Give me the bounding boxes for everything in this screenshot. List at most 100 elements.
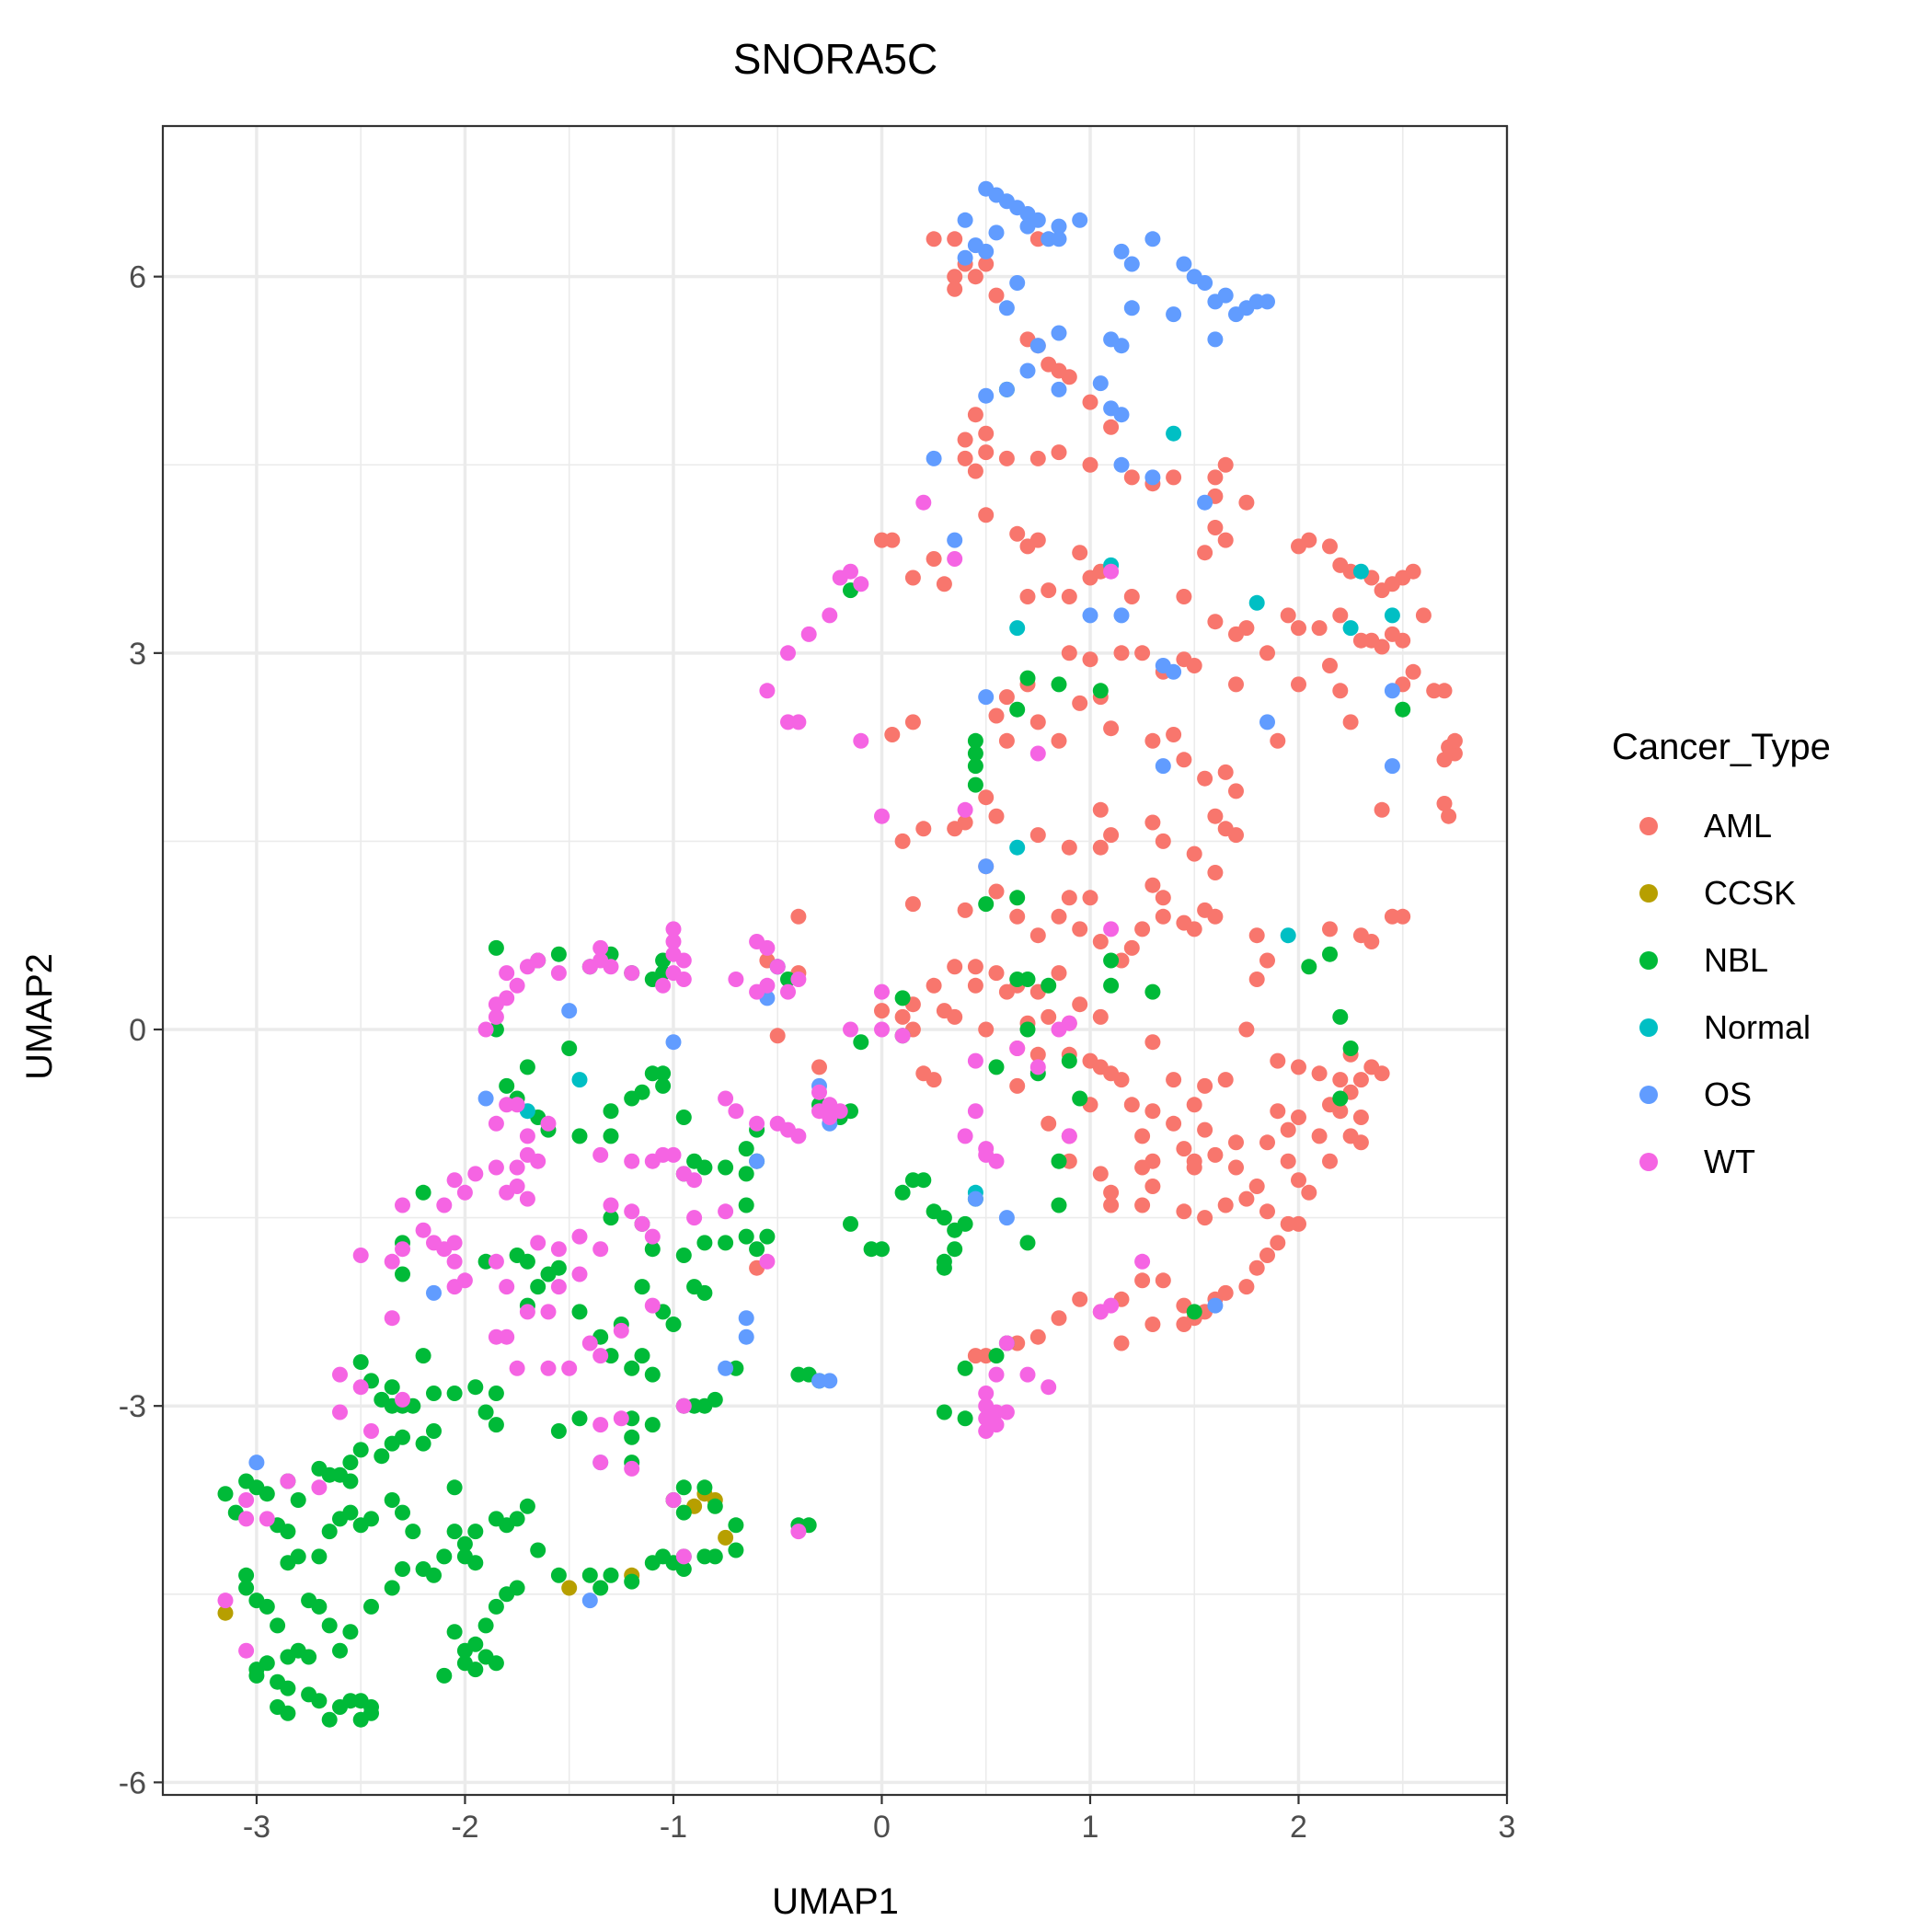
data-point (1352, 927, 1369, 944)
data-point (1384, 758, 1400, 775)
data-point (894, 1008, 911, 1025)
data-point (936, 1210, 952, 1226)
data-point (519, 959, 535, 975)
data-point (1332, 1090, 1349, 1107)
data-point (1134, 1272, 1151, 1289)
data-point (1144, 814, 1161, 831)
data-point (571, 1304, 588, 1320)
y-tick-label: 0 (129, 1013, 146, 1048)
data-point (686, 1172, 703, 1189)
data-point (957, 801, 973, 818)
data-point (1123, 256, 1140, 272)
data-point (332, 1404, 348, 1420)
data-point (634, 1215, 650, 1232)
data-point (1144, 469, 1161, 486)
data-point (613, 1322, 629, 1339)
data-point (718, 1235, 734, 1251)
data-point (592, 1348, 609, 1364)
data-point (1029, 714, 1046, 730)
data-point (1270, 732, 1286, 749)
data-point (1259, 1203, 1275, 1220)
data-point (644, 1228, 661, 1245)
data-point (790, 972, 807, 987)
data-point (1009, 908, 1026, 925)
data-point (1374, 1065, 1390, 1082)
data-point (488, 1253, 504, 1270)
data-point (675, 1479, 692, 1496)
data-point (624, 1203, 640, 1220)
data-point (1228, 1134, 1244, 1151)
data-point (1061, 1052, 1077, 1069)
data-point (1197, 275, 1213, 291)
data-point (780, 645, 796, 661)
data-point (571, 1128, 588, 1144)
data-point (571, 1072, 588, 1088)
legend-title: Cancer_Type (1612, 727, 1831, 767)
data-point (446, 1524, 463, 1540)
data-point (1051, 1153, 1067, 1169)
legend: Cancer_Type AML CCSK NBL Normal OS WT (1612, 727, 1831, 1180)
data-point (1217, 1197, 1234, 1213)
data-point (1134, 1253, 1151, 1270)
data-point (665, 965, 682, 982)
data-point (1291, 1215, 1306, 1232)
data-point (1332, 1008, 1349, 1025)
data-point (707, 1498, 723, 1514)
data-point (1092, 839, 1109, 856)
data-point (467, 1166, 484, 1182)
data-point (1217, 764, 1234, 780)
data-point (1061, 839, 1077, 856)
data-point (217, 1604, 234, 1621)
data-point (947, 231, 963, 247)
data-point (1103, 720, 1120, 737)
data-point (1384, 626, 1400, 642)
data-point (904, 569, 921, 586)
data-point (1041, 1008, 1057, 1025)
data-point (280, 1680, 296, 1696)
data-point (718, 1203, 734, 1220)
data-point (1238, 1021, 1255, 1038)
data-point (790, 1128, 807, 1144)
data-point (832, 569, 848, 586)
data-point (665, 946, 682, 962)
data-point (395, 1241, 410, 1258)
data-point (395, 1504, 410, 1521)
x-tick-label: -2 (451, 1810, 478, 1845)
data-point (550, 1259, 567, 1276)
data-point (1197, 1210, 1213, 1226)
data-point (1248, 927, 1265, 944)
data-point (1291, 620, 1306, 637)
data-point (957, 450, 973, 466)
data-point (1436, 683, 1453, 699)
data-point (603, 1197, 619, 1213)
data-point (415, 1435, 431, 1452)
data-point (1176, 752, 1192, 768)
data-point (1342, 1041, 1359, 1056)
data-point (1384, 908, 1400, 925)
data-point (1092, 801, 1109, 818)
data-point (290, 1548, 306, 1565)
data-point (1103, 827, 1120, 844)
data-point (749, 1241, 765, 1258)
data-point (1207, 908, 1224, 925)
data-point (957, 1410, 973, 1427)
data-point (1123, 589, 1140, 604)
data-point (384, 1492, 400, 1508)
data-point (988, 1366, 1005, 1383)
data-point (957, 814, 973, 831)
data-point (1291, 1110, 1306, 1125)
data-point (1207, 331, 1224, 348)
data-point (363, 1598, 379, 1615)
legend-label-os: OS (1704, 1075, 1752, 1113)
data-point (926, 450, 942, 466)
data-point (1228, 783, 1244, 799)
data-point (238, 1492, 255, 1508)
data-point (1384, 607, 1400, 624)
data-point (1332, 1072, 1349, 1088)
x-tick-label: -1 (660, 1810, 687, 1845)
data-point (352, 1517, 369, 1534)
data-point (998, 983, 1015, 1000)
data-point (978, 896, 995, 913)
data-point (1166, 1115, 1182, 1132)
data-point (894, 990, 911, 1006)
